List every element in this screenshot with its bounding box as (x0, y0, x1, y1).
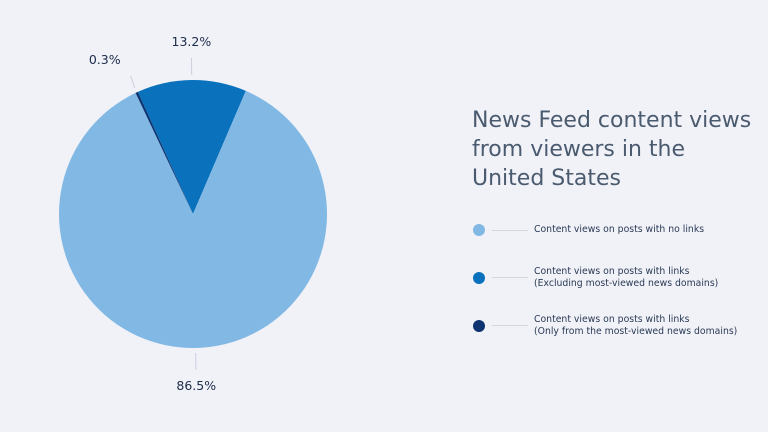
slice-no-links (58, 90, 328, 348)
legend-swatch (473, 320, 485, 332)
slice-links-only-news (135, 91, 193, 214)
legend-swatch (473, 272, 485, 284)
legend-label: Content views on posts with links (Exclu… (534, 266, 719, 289)
chart-title: News Feed content views from viewers in … (472, 108, 752, 191)
legend-connector-line (492, 325, 528, 326)
legend-item-links-only-news: Content views on posts with links (Only … (472, 314, 762, 342)
legend-connector-line (492, 230, 528, 231)
legend-label: Content views on posts with links (Only … (534, 314, 738, 337)
legend-item-no-links: Content views on posts with no links (472, 222, 762, 246)
pie-slices (58, 79, 328, 348)
slice-label-no-links: 86.5% (176, 378, 216, 393)
legend-connector-line (492, 277, 528, 278)
label-leader-lines (130, 58, 197, 370)
leader-line (130, 75, 136, 89)
legend-label: Content views on posts with no links (534, 224, 705, 235)
slice-label-links-excluding-news: 13.2% (172, 34, 212, 49)
slice-labels: 13.2% 86.5% 0.3% (89, 34, 216, 393)
slice-links-excluding-news (137, 79, 246, 214)
slice-label-links-only-news: 0.3% (89, 52, 121, 67)
legend-swatch (473, 224, 485, 236)
legend: Content views on posts with no links Con… (472, 222, 762, 362)
legend-item-links-excluding-news: Content views on posts with links (Exclu… (472, 266, 762, 294)
